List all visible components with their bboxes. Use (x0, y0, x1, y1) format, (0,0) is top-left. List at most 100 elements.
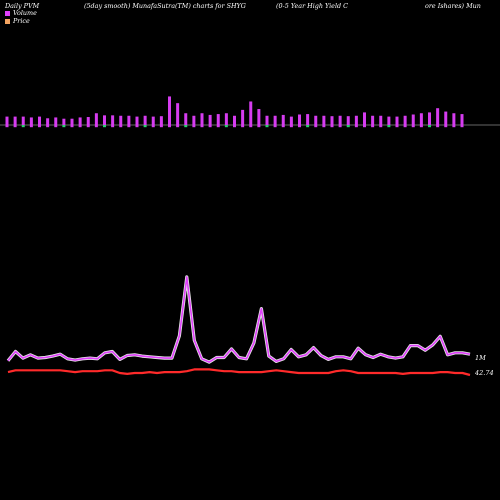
volume-bar (54, 117, 58, 125)
legend-price: Price (5, 17, 30, 25)
legend-price-label: Price (13, 17, 30, 25)
volume-bar-tick (21, 125, 25, 128)
volume-bar-tick (86, 125, 90, 128)
volume-bar (387, 116, 391, 125)
volume-bar-tick (436, 125, 440, 128)
volume-bar-tick (13, 125, 17, 128)
volume-bar (330, 116, 334, 125)
volume-bar-tick (273, 125, 277, 128)
volume-bar (265, 115, 269, 125)
volume-bar (111, 115, 115, 125)
volume-bar (257, 109, 261, 125)
volume-bar-tick (460, 125, 464, 128)
volume-bar-tick (452, 125, 456, 128)
volume-bar-tick (354, 125, 358, 128)
volume-bar-tick (322, 125, 326, 128)
price-label: 42.74 (474, 369, 494, 377)
volume-bar-tick (249, 125, 253, 128)
volume-bar (29, 117, 33, 125)
volume-bar (200, 113, 204, 125)
volume-bar-tick (62, 125, 66, 128)
volume-bar-tick (54, 125, 58, 128)
chart-title-right: (0-5 Year High Yield C (276, 2, 348, 10)
volume-bar (94, 113, 98, 125)
volume-bar (62, 118, 66, 125)
volume-bar (460, 114, 464, 125)
volume-bar (184, 113, 188, 125)
volume-bar-tick (371, 125, 375, 128)
volume-bar (176, 103, 180, 125)
volume-bar-tick (70, 125, 74, 128)
volume-bar (38, 116, 41, 125)
volume-bar-tick (176, 125, 180, 128)
volume-bar (298, 114, 301, 125)
volume-bar (314, 115, 318, 125)
volume-bar (70, 118, 74, 125)
volume-bar-tick (143, 125, 147, 128)
volume-bar (86, 117, 90, 125)
volume-bar-tick (127, 125, 131, 128)
volume-line (7, 276, 471, 363)
volume-bar-tick (281, 125, 285, 128)
volume-bar-tick (419, 125, 423, 128)
volume-bar (436, 108, 440, 125)
volume-bar (379, 115, 383, 125)
volume-bar (159, 116, 163, 125)
volume-bar (338, 115, 342, 125)
volume-bar-tick (184, 125, 188, 128)
volume-bar-tick (208, 125, 212, 128)
volume-bar (224, 113, 228, 125)
volume-bar (216, 114, 220, 125)
volume-bar (143, 115, 147, 125)
volume-bar (13, 116, 17, 125)
volume-bar (168, 96, 171, 125)
volume-bar (21, 116, 25, 125)
volume-bar-tick (330, 125, 334, 128)
volume-bar (241, 109, 245, 125)
volume-bar-tick (159, 125, 163, 128)
chart-title-left: Daily PVM (5, 2, 40, 10)
volume-line-outline (6, 275, 471, 364)
volume-bar-tick (192, 125, 196, 128)
volume-bar-tick (78, 125, 82, 128)
volume-bar-tick (119, 125, 123, 128)
volume-bar-tick (444, 125, 448, 128)
volume-bar (322, 115, 326, 125)
volume-bar (135, 116, 139, 125)
volume-bar (363, 112, 366, 125)
volume-bar-tick (363, 125, 366, 128)
volume-bar-tick (38, 125, 41, 128)
volume-bar-tick (233, 125, 236, 128)
price-line (7, 368, 471, 377)
volume-bar (452, 113, 456, 125)
volume-bar (273, 115, 277, 125)
volume-bar (119, 115, 123, 125)
volume-bar-tick (5, 125, 9, 128)
volume-bar-tick (395, 125, 399, 128)
legend-volume-swatch (5, 10, 10, 16)
volume-bar-tick (379, 125, 383, 128)
volume-bar (281, 114, 285, 125)
chart-title-mid: (5day smooth) MunafaSutra(TM) charts for… (84, 2, 246, 10)
legend-volume-label: Volume (13, 9, 37, 17)
volume-bar-tick (346, 125, 350, 128)
volume-bar (444, 111, 448, 125)
volume-bar (428, 112, 431, 125)
volume-bar (249, 101, 253, 125)
volume-bar-tick (314, 125, 318, 128)
volume-bar (192, 115, 196, 125)
volume-bar (151, 116, 155, 125)
volume-bar-tick (306, 125, 310, 128)
volume-bar-tick (29, 125, 33, 128)
volume-bar-tick (241, 125, 245, 128)
volume-bar-tick (387, 125, 391, 128)
volume-bar (306, 114, 310, 125)
volume-bar-tick (111, 125, 115, 128)
volume-bar (103, 115, 106, 125)
volume-bar (289, 116, 293, 125)
volume-bar (419, 113, 423, 125)
volume-bar (78, 117, 82, 125)
legend-volume: Volume (5, 9, 37, 17)
volume-bar-tick (103, 125, 106, 128)
volume-bar (411, 114, 415, 125)
